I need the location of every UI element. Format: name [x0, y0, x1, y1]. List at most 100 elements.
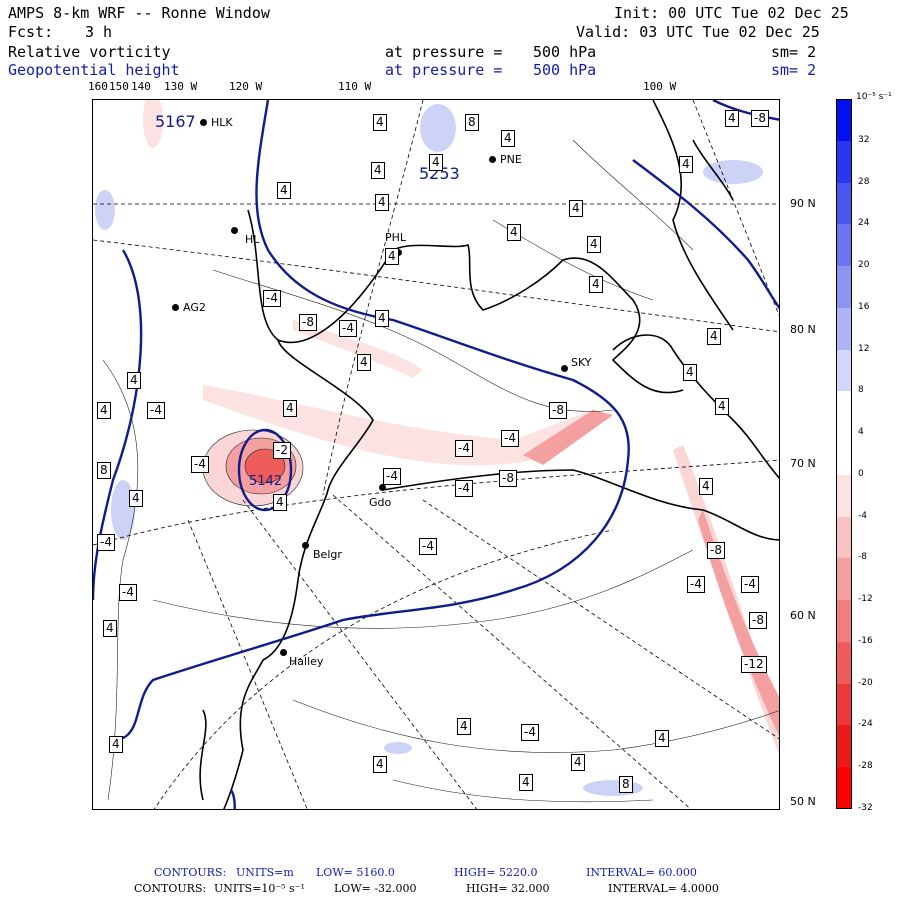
colorbar-tick-label: 12 — [858, 343, 870, 354]
contour-label: -8 — [299, 314, 317, 331]
colorbar-tick-label: -28 — [858, 761, 873, 772]
contour-label: 8 — [619, 776, 633, 793]
colorbar-tick-label: -20 — [858, 677, 873, 688]
contour-label: 4 — [587, 236, 601, 253]
contour-label: 8 — [465, 114, 479, 131]
contour-label: 4 — [507, 224, 521, 241]
contour-label: -8 — [749, 612, 767, 629]
contour-label: 4 — [429, 154, 443, 171]
contour-label: 8 — [97, 462, 111, 479]
station-label-hlk: HLK — [211, 116, 233, 129]
contour-label: 4 — [715, 398, 729, 415]
contour-label: -4 — [741, 576, 759, 593]
contour-label: 4 — [373, 756, 387, 773]
contour-label: -4 — [147, 402, 165, 419]
colorbar-frame — [836, 99, 852, 809]
colorbar-cell — [836, 224, 852, 267]
contour-label: 4 — [127, 372, 141, 389]
contour-label: 4 — [385, 248, 399, 265]
station-label-hl: HL — [245, 233, 260, 246]
contour-label: -4 — [455, 480, 473, 497]
colorbar-cell — [836, 349, 852, 392]
contour-label: 4 — [699, 478, 713, 495]
contour-label: 4 — [273, 494, 287, 511]
lat-label-50n: 50 N — [790, 795, 816, 808]
coastline — [199, 100, 779, 809]
contour-label: 4 — [501, 130, 515, 147]
contour-label: 4 — [97, 402, 111, 419]
contour-label: 4 — [457, 718, 471, 735]
colorbar-tick-label: 4 — [858, 427, 864, 438]
contour-label: -4 — [339, 320, 357, 337]
map-panel: HLK PNE HL PHL AG2 SKY Gdo Belgr Halley … — [92, 99, 780, 810]
field2-pressure: 500 hPa — [533, 61, 597, 79]
contour-label: -4 — [97, 534, 115, 551]
field1-pressure: 500 hPa — [533, 43, 597, 61]
station-label-gdo: Gdo — [369, 496, 392, 509]
colorbar-tick-label: 8 — [858, 385, 864, 396]
contour-label: -4 — [119, 584, 137, 601]
lon-label-100w: 100 W — [643, 80, 677, 93]
footer-line2-units: UNITS=10⁻⁵ s⁻¹ — [214, 882, 305, 895]
valid-time: Valid: 03 UTC Tue 02 Dec 25 — [576, 23, 820, 41]
colorbar-cell — [836, 140, 852, 183]
station-label-halley: Halley — [289, 655, 324, 668]
field1-smoothing: sm= 2 — [771, 43, 817, 61]
contour-label: -12 — [741, 656, 767, 673]
footer-line1-contours: CONTOURS: — [154, 866, 227, 879]
colorbar-tick-label: -8 — [858, 552, 867, 563]
colorbar-tick-label: 28 — [858, 176, 870, 187]
colorbar-tick-label: -12 — [858, 594, 873, 605]
contour-label: 4 — [519, 774, 533, 791]
lat-label-90n: 90 N — [790, 197, 816, 210]
geopotential-height-contours — [93, 100, 779, 809]
colorbar-tick-label: 24 — [858, 218, 870, 229]
contour-label: 4 — [683, 364, 697, 381]
init-time: Init: 00 UTC Tue 02 Dec 25 — [614, 4, 849, 22]
colorbar-tick-label: -24 — [858, 719, 873, 730]
colorbar-cell — [836, 266, 852, 309]
contour-label: 4 — [373, 114, 387, 131]
contour-label: 4 — [371, 162, 385, 179]
footer-line1-interval: INTERVAL= 60.000 — [586, 866, 697, 879]
colorbar-tick-label: 20 — [858, 260, 870, 271]
station-label-ag2: AG2 — [183, 301, 206, 314]
footer-line1-high: HIGH= 5220.0 — [454, 866, 538, 879]
colorbar-cell — [836, 558, 852, 601]
contour-label: -4 — [455, 440, 473, 457]
forecast-hours: 3 h — [85, 23, 113, 41]
contour-label: -4 — [383, 468, 401, 485]
field2-pressure-label: at pressure = — [385, 61, 503, 79]
contour-label: 4 — [357, 354, 371, 371]
footer-line2-contours: CONTOURS: — [134, 882, 207, 895]
field1-pressure-label: at pressure = — [385, 43, 503, 61]
lat-label-80n: 80 N — [790, 323, 816, 336]
lon-label-110w: 110 W — [338, 80, 372, 93]
colorbar-cell — [836, 474, 852, 518]
map-svg — [93, 100, 779, 809]
vorticity-contours — [102, 139, 779, 803]
contour-label: 4 — [725, 110, 739, 127]
colorbar-unit: 10⁻⁵ s⁻¹ — [856, 92, 892, 102]
station-dot-hl — [231, 227, 238, 234]
station-dot-hlk — [200, 119, 207, 126]
field2-name: Geopotential height — [8, 61, 180, 79]
station-label-belgr: Belgr — [313, 548, 342, 561]
footer-line2-interval: INTERVAL= 4.0000 — [608, 882, 719, 895]
lon-label-120w: 120 W — [229, 80, 263, 93]
colorbar-tick-label: -16 — [858, 635, 873, 646]
contour-label: -8 — [499, 470, 517, 487]
station-label-phl: PHL — [385, 231, 407, 244]
lon-label-130w: 130 W — [164, 80, 198, 93]
station-dot-sky — [561, 365, 568, 372]
field1-name: Relative vorticity — [8, 43, 171, 61]
colorbar-cell — [836, 600, 852, 643]
lat-label-70n: 70 N — [790, 457, 816, 470]
contour-label: -4 — [521, 724, 539, 741]
graticule — [93, 100, 779, 809]
contour-label: 4 — [569, 200, 583, 217]
colorbar-cell — [836, 641, 852, 685]
contour-label: -4 — [687, 576, 705, 593]
contour-label: 4 — [655, 730, 669, 747]
map-title: AMPS 8-km WRF -- Ronne Window — [8, 4, 270, 22]
